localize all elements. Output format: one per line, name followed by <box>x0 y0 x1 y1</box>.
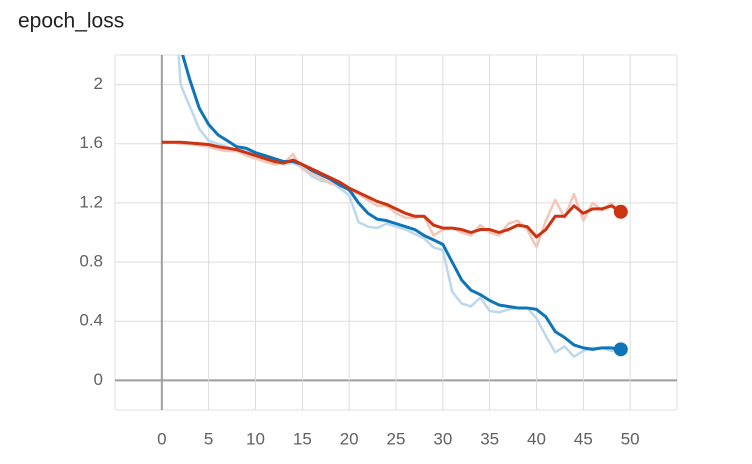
x-tick-label: 20 <box>340 429 359 448</box>
last-point-marker <box>613 204 628 219</box>
grid: 00.40.81.21.620 5 10 15 20 25 30 35 40 45 50 <box>79 54 678 448</box>
x-tick-label: 15 <box>293 429 312 448</box>
plot-area <box>161 55 622 358</box>
last-point-marker <box>613 342 628 357</box>
x-tick-label: 35 <box>480 429 499 448</box>
x-tick-label: 30 <box>433 429 452 448</box>
y-tick-label: 1.6 <box>79 133 103 152</box>
y-tick-label: 1.2 <box>79 192 103 211</box>
y-tick-label: 0.4 <box>79 311 103 330</box>
x-tick-label: 40 <box>527 429 546 448</box>
x-tick-label: 10 <box>246 429 265 448</box>
y-tick-label: 2 <box>94 74 103 93</box>
line-series <box>161 141 622 249</box>
x-tick-label: 25 <box>387 429 406 448</box>
x-tick-label: 5 <box>204 429 213 448</box>
x-tick-label: 50 <box>621 429 640 448</box>
line-series <box>161 140 622 239</box>
y-tick-label: 0.8 <box>79 252 103 271</box>
x-tick-label: 0 <box>157 429 166 448</box>
y-tick-label: 0 <box>94 370 103 389</box>
line-series <box>181 55 622 351</box>
chart-title: epoch_loss <box>18 10 124 33</box>
x-tick-label: 45 <box>574 429 593 448</box>
